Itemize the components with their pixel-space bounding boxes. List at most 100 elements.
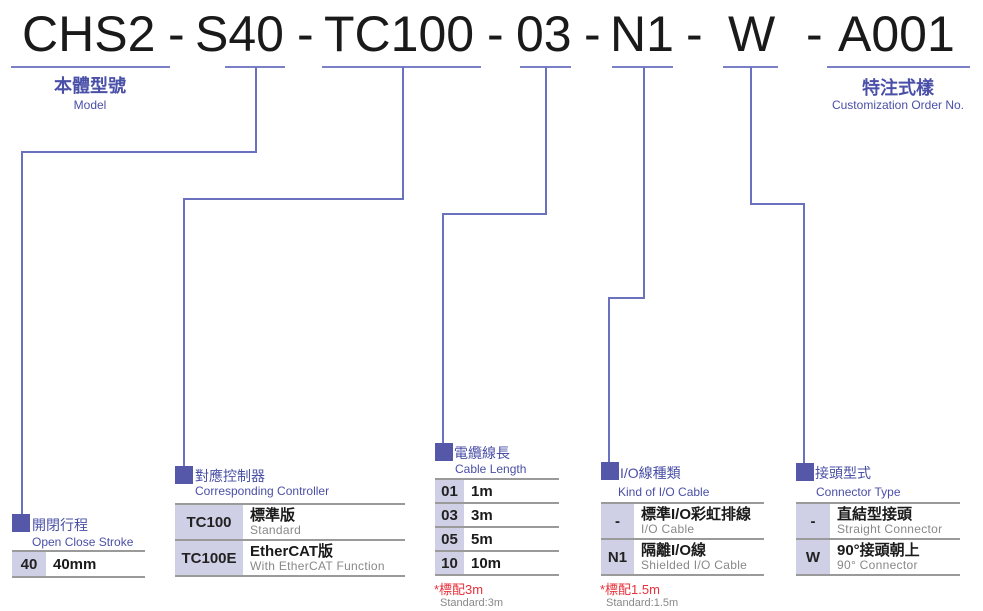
leader-line bbox=[750, 67, 752, 204]
leader-line bbox=[402, 67, 404, 199]
option-code: N1 bbox=[601, 540, 636, 574]
option-code: - bbox=[796, 504, 832, 538]
separator: - bbox=[686, 6, 703, 62]
option-desc: 5m bbox=[471, 530, 493, 548]
cable-title-zh: 電纜線長 bbox=[454, 445, 510, 461]
code-segment-custom: A001 bbox=[838, 6, 955, 62]
separator: - bbox=[487, 6, 504, 62]
option-sub: Standard bbox=[250, 523, 302, 537]
option-desc: 10m bbox=[471, 554, 502, 572]
separator: - bbox=[806, 6, 823, 62]
io-note-zh: *標配1.5m bbox=[600, 582, 660, 597]
option-sub: Shielded I/O Cable bbox=[641, 558, 748, 572]
separator: - bbox=[584, 6, 601, 62]
table-row: 40 40mm bbox=[12, 552, 145, 578]
option-sub: I/O Cable bbox=[641, 522, 695, 536]
option-desc: 隔離I/O線 bbox=[641, 542, 707, 559]
table-row: 10 10m bbox=[435, 552, 559, 576]
section-marker-icon bbox=[601, 462, 619, 480]
option-sub: Straight Connector bbox=[837, 522, 943, 536]
io-title-en: Kind of I/O Cable bbox=[618, 485, 710, 499]
underline bbox=[225, 66, 285, 68]
leader-line bbox=[255, 67, 257, 152]
io-table: - 標準I/O彩虹排線 I/O Cable N1 隔離I/O線 Shielded I… bbox=[601, 502, 764, 576]
connector-title-en: Connector Type bbox=[816, 485, 901, 499]
code-segment-model: CHS2 bbox=[22, 6, 156, 62]
option-code: 40 bbox=[12, 552, 48, 576]
cable-title-en: Cable Length bbox=[455, 462, 527, 476]
connector-table: - 直結型接頭 Straight Connector W 90°接頭朝上 90° C… bbox=[796, 502, 960, 576]
section-marker-icon bbox=[796, 463, 814, 481]
underline bbox=[612, 66, 673, 68]
option-code: 05 bbox=[435, 528, 466, 550]
leader-line bbox=[545, 67, 547, 214]
table-row: 03 3m bbox=[435, 504, 559, 528]
option-code: 10 bbox=[435, 552, 466, 574]
option-desc: 1m bbox=[471, 482, 493, 500]
code-segment-connector: W bbox=[728, 6, 776, 62]
code-segment-cable: 03 bbox=[516, 6, 572, 62]
option-desc: 標準版 bbox=[250, 507, 296, 524]
table-row: 05 5m bbox=[435, 528, 559, 552]
stroke-title-zh: 開閉行程 bbox=[32, 517, 88, 533]
table-row: - 標準I/O彩虹排線 I/O Cable bbox=[601, 504, 764, 540]
option-code: TC100 bbox=[175, 505, 245, 539]
option-desc: EtherCAT版 bbox=[250, 543, 334, 560]
stroke-table: 40 40mm bbox=[12, 550, 145, 578]
leader-line bbox=[750, 203, 804, 205]
leader-line bbox=[21, 151, 257, 153]
option-code: TC100E bbox=[175, 541, 245, 575]
model-label-en: Model bbox=[73, 98, 107, 112]
controller-title-zh: 對應控制器 bbox=[195, 468, 265, 484]
code-segment-stroke: S40 bbox=[195, 6, 284, 62]
leader-line bbox=[608, 297, 610, 464]
cable-table: 01 1m 03 3m 05 5m 10 10m bbox=[435, 478, 559, 576]
underline bbox=[723, 66, 778, 68]
option-sub: With EtherCAT Function bbox=[250, 559, 385, 573]
section-marker-icon bbox=[175, 466, 193, 484]
table-row: W 90°接頭朝上 90° Connector bbox=[796, 540, 960, 576]
connector-title-zh: 接頭型式 bbox=[815, 465, 871, 481]
leader-line bbox=[183, 198, 185, 468]
option-desc: 90°接頭朝上 bbox=[837, 542, 920, 559]
leader-line bbox=[442, 213, 444, 445]
leader-line bbox=[183, 198, 404, 200]
table-row: 01 1m bbox=[435, 480, 559, 504]
option-desc: 直結型接頭 bbox=[837, 506, 913, 523]
cable-note-zh: *標配3m bbox=[434, 582, 484, 597]
option-desc: 3m bbox=[471, 506, 493, 524]
code-segment-io: N1 bbox=[610, 6, 674, 62]
section-marker-icon bbox=[435, 443, 453, 461]
leader-line bbox=[442, 213, 547, 215]
section-marker-icon bbox=[12, 514, 30, 532]
table-row: N1 隔離I/O線 Shielded I/O Cable bbox=[601, 540, 764, 576]
option-code: W bbox=[796, 540, 832, 574]
model-label-zh: 本體型號 bbox=[54, 76, 126, 96]
underline bbox=[520, 66, 571, 68]
leader-line bbox=[21, 151, 23, 516]
underline bbox=[827, 66, 970, 68]
option-desc: 40mm bbox=[53, 555, 97, 573]
option-code: 03 bbox=[435, 504, 466, 526]
controller-title-en: Corresponding Controller bbox=[195, 484, 330, 498]
table-row: - 直結型接頭 Straight Connector bbox=[796, 504, 960, 540]
io-note-en: Standard:1.5m bbox=[606, 597, 679, 609]
separator: - bbox=[168, 6, 185, 62]
option-desc: 標準I/O彩虹排線 bbox=[641, 506, 752, 523]
option-code: 01 bbox=[435, 480, 466, 502]
underline bbox=[322, 66, 481, 68]
table-row: TC100 標準版 Standard bbox=[175, 505, 405, 541]
table-row: TC100E EtherCAT版 With EtherCAT Function bbox=[175, 541, 405, 577]
stroke-title-en: Open Close Stroke bbox=[32, 535, 134, 549]
leader-line bbox=[803, 203, 805, 464]
custom-label-en: Customization Order No. bbox=[831, 98, 965, 112]
option-code: - bbox=[601, 504, 636, 538]
option-sub: 90° Connector bbox=[837, 558, 918, 572]
leader-line bbox=[608, 297, 645, 299]
controller-table: TC100 標準版 Standard TC100E EtherCAT版 With E… bbox=[175, 503, 405, 577]
code-segment-controller: TC100 bbox=[324, 6, 475, 62]
custom-label-zh: 特注式樣 bbox=[862, 78, 934, 98]
leader-line bbox=[643, 67, 645, 298]
underline bbox=[11, 66, 170, 68]
cable-note-en: Standard:3m bbox=[440, 597, 503, 609]
